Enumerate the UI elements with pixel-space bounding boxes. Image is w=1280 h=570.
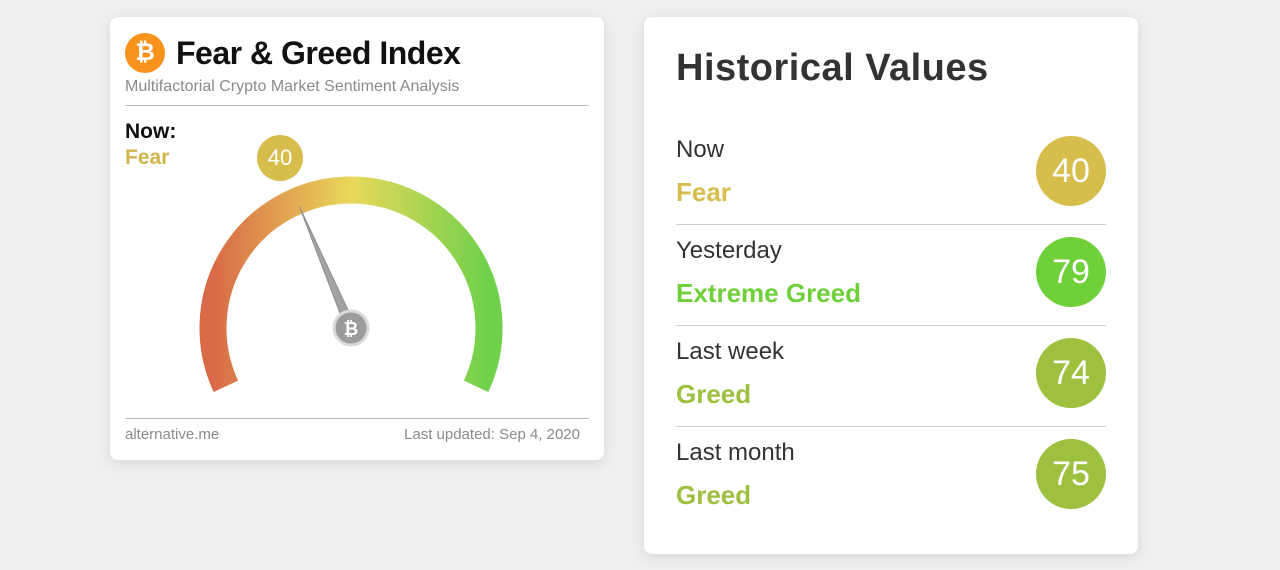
history-value-circle: 79 — [1036, 237, 1106, 307]
row-divider — [676, 224, 1106, 225]
hub-bitcoin-icon: ₿ — [344, 319, 359, 340]
history-value-circle: 75 — [1036, 439, 1106, 509]
bitcoin-icon: ₿ — [125, 33, 165, 73]
last-updated: Last updated: Sep 4, 2020 — [404, 426, 580, 443]
history-row-last-week: Last week Greed 74 — [676, 338, 1106, 438]
row-divider — [676, 426, 1106, 427]
history-classification: Greed — [676, 480, 752, 510]
gauge-arc — [199, 176, 503, 392]
now-label: Now: — [125, 120, 177, 143]
header-divider — [125, 105, 589, 106]
historical-values-card: Historical Values Now Fear 40 Yesterday … — [644, 17, 1138, 554]
fear-greed-header: ₿ Fear & Greed Index — [125, 33, 461, 73]
historical-title: Historical Values — [676, 47, 989, 89]
history-classification: Greed — [676, 379, 752, 409]
history-row-now: Now Fear 40 — [676, 136, 1106, 236]
history-value-circle: 74 — [1036, 338, 1106, 408]
fear-greed-title: Fear & Greed Index — [176, 34, 461, 71]
history-classification: Extreme Greed — [676, 278, 861, 308]
history-label: Last month — [676, 439, 795, 466]
fear-greed-card: ₿ Fear & Greed Index Multifactorial Cryp… — [110, 17, 604, 460]
row-divider — [676, 325, 1106, 326]
gauge-value-bubble: 40 — [257, 135, 303, 181]
footer-divider — [125, 418, 589, 419]
history-label: Last week — [676, 338, 785, 365]
now-classification: Fear — [125, 146, 170, 169]
sentiment-gauge: ₿ — [199, 176, 503, 392]
history-row-yesterday: Yesterday Extreme Greed 79 — [676, 237, 1106, 337]
fear-greed-subtitle: Multifactorial Crypto Market Sentiment A… — [125, 78, 460, 95]
history-label: Yesterday — [676, 237, 782, 264]
source-link[interactable]: alternative.me — [125, 426, 220, 443]
history-row-last-month: Last month Greed 75 — [676, 439, 1106, 539]
history-label: Now — [676, 136, 725, 163]
history-classification: Fear — [676, 177, 731, 207]
history-value-circle: 40 — [1036, 136, 1106, 206]
gauge-hub — [332, 309, 370, 347]
